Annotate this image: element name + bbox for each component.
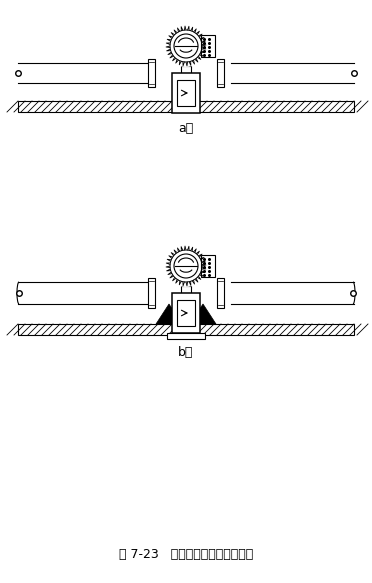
Text: 图 7-23   管道振动时安装固定支架: 图 7-23 管道振动时安装固定支架	[119, 549, 253, 561]
Bar	[172, 293, 200, 333]
Bar	[201, 255, 215, 277]
Text: b）: b）	[178, 346, 194, 360]
Polygon shape	[190, 304, 216, 324]
Bar	[148, 59, 155, 87]
Bar	[167, 333, 205, 339]
Bar	[177, 80, 195, 106]
Bar	[181, 286, 191, 293]
Bar	[172, 73, 200, 113]
Bar	[177, 300, 195, 326]
Polygon shape	[156, 304, 182, 324]
Bar	[18, 101, 354, 112]
Bar	[217, 278, 224, 308]
Bar	[181, 66, 191, 73]
Bar	[201, 35, 215, 57]
Circle shape	[165, 245, 207, 287]
Bar	[148, 278, 155, 308]
Circle shape	[165, 25, 207, 67]
Bar	[18, 324, 354, 335]
Text: a）: a）	[179, 121, 193, 135]
Bar	[217, 59, 224, 87]
